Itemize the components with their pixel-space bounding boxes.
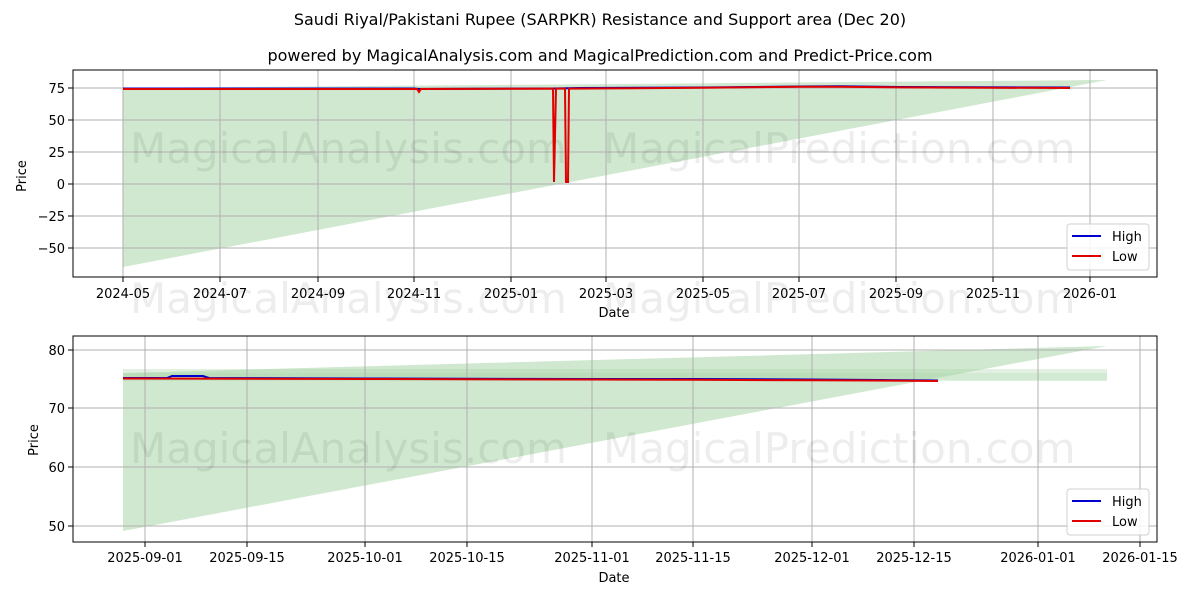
- svg-text:−25: −25: [38, 210, 65, 225]
- bottom-x-axis-label: Date: [598, 571, 629, 586]
- svg-text:2025-11-01: 2025-11-01: [554, 551, 630, 566]
- watermark-text: MagicalPrediction.com: [603, 274, 1076, 323]
- svg-text:2025-01: 2025-01: [484, 287, 538, 302]
- svg-text:2025-09-01: 2025-09-01: [107, 551, 183, 566]
- top-y-tick-labels: 75 50 25 0 −25 −50: [38, 82, 65, 257]
- bottom-x-ticks: [144, 542, 1141, 547]
- top-x-axis-label: Date: [598, 306, 629, 321]
- watermark-text: MagicalAnalysis.com: [130, 124, 567, 173]
- top-low-line: [123, 85, 1071, 183]
- svg-text:2025-03: 2025-03: [579, 287, 633, 302]
- top-legend: High Low: [1066, 223, 1150, 271]
- svg-text:2025-12-15: 2025-12-15: [876, 551, 952, 566]
- top-x-tick-labels: 2024-05 2024-07 2024-09 2024-11 2025-01 …: [96, 287, 1117, 302]
- svg-text:70: 70: [48, 402, 65, 417]
- svg-text:2024-07: 2024-07: [193, 287, 247, 302]
- bottom-x-tick-labels: 2025-09-01 2025-09-15 2025-10-01 2025-10…: [107, 551, 1178, 566]
- top-y-axis-label: Price: [15, 160, 30, 192]
- top-x-ticks: [122, 277, 1091, 282]
- bottom-y-axis-label: Price: [27, 424, 42, 456]
- svg-text:2025-11: 2025-11: [966, 287, 1020, 302]
- watermark-text: MagicalAnalysis.com: [130, 274, 567, 323]
- bottom-low-line: [122, 377, 939, 382]
- chart-subtitle: powered by MagicalAnalysis.com and Magic…: [267, 46, 933, 65]
- svg-text:2026-01-15: 2026-01-15: [1102, 551, 1178, 566]
- bottom-legend: High Low: [1066, 488, 1150, 536]
- svg-text:2025-10-01: 2025-10-01: [327, 551, 403, 566]
- legend-low-label: Low: [1112, 250, 1138, 265]
- svg-text:2025-05: 2025-05: [676, 287, 730, 302]
- svg-text:75: 75: [48, 82, 65, 97]
- svg-text:80: 80: [48, 344, 65, 359]
- top-chart: MagicalAnalysis.com MagicalPrediction.co…: [15, 69, 1158, 323]
- svg-text:2026-01: 2026-01: [1063, 287, 1117, 302]
- svg-text:2025-12-01: 2025-12-01: [774, 551, 850, 566]
- svg-text:2025-10-15: 2025-10-15: [429, 551, 505, 566]
- svg-text:2025-09-15: 2025-09-15: [209, 551, 285, 566]
- watermark-text: MagicalPrediction.com: [603, 424, 1076, 473]
- bottom-chart: MagicalAnalysis.com MagicalPrediction.co…: [27, 335, 1178, 586]
- watermark-text: MagicalAnalysis.com: [130, 424, 567, 473]
- top-support-band: [123, 80, 1107, 267]
- legend-high-label: High: [1112, 230, 1142, 245]
- bottom-y-tick-labels: 80 70 60 50: [48, 344, 65, 535]
- svg-text:0: 0: [57, 178, 65, 193]
- legend-low-label: Low: [1112, 515, 1138, 530]
- svg-text:60: 60: [48, 461, 65, 476]
- top-y-ticks: [68, 87, 73, 249]
- svg-text:2024-09: 2024-09: [291, 287, 345, 302]
- top-axes-frame: [72, 69, 1158, 278]
- svg-text:2025-11-15: 2025-11-15: [655, 551, 731, 566]
- svg-text:2025-07: 2025-07: [772, 287, 826, 302]
- bottom-y-ticks: [68, 349, 73, 527]
- svg-text:50: 50: [48, 114, 65, 129]
- svg-text:2024-05: 2024-05: [96, 287, 150, 302]
- watermark-text: MagicalPrediction.com: [603, 124, 1076, 173]
- svg-text:2024-11: 2024-11: [387, 287, 441, 302]
- svg-text:2025-09: 2025-09: [869, 287, 923, 302]
- svg-text:50: 50: [48, 520, 65, 535]
- svg-text:2026-01-01: 2026-01-01: [1000, 551, 1076, 566]
- svg-text:−50: −50: [38, 242, 65, 257]
- svg-text:25: 25: [48, 146, 65, 161]
- legend-high-label: High: [1112, 495, 1142, 510]
- bottom-gridlines: [73, 336, 1157, 542]
- chart-title: Saudi Riyal/Pakistani Rupee (SARPKR) Res…: [293, 10, 907, 29]
- bottom-support-band: [123, 346, 1107, 531]
- bottom-axes-frame: [72, 335, 1158, 543]
